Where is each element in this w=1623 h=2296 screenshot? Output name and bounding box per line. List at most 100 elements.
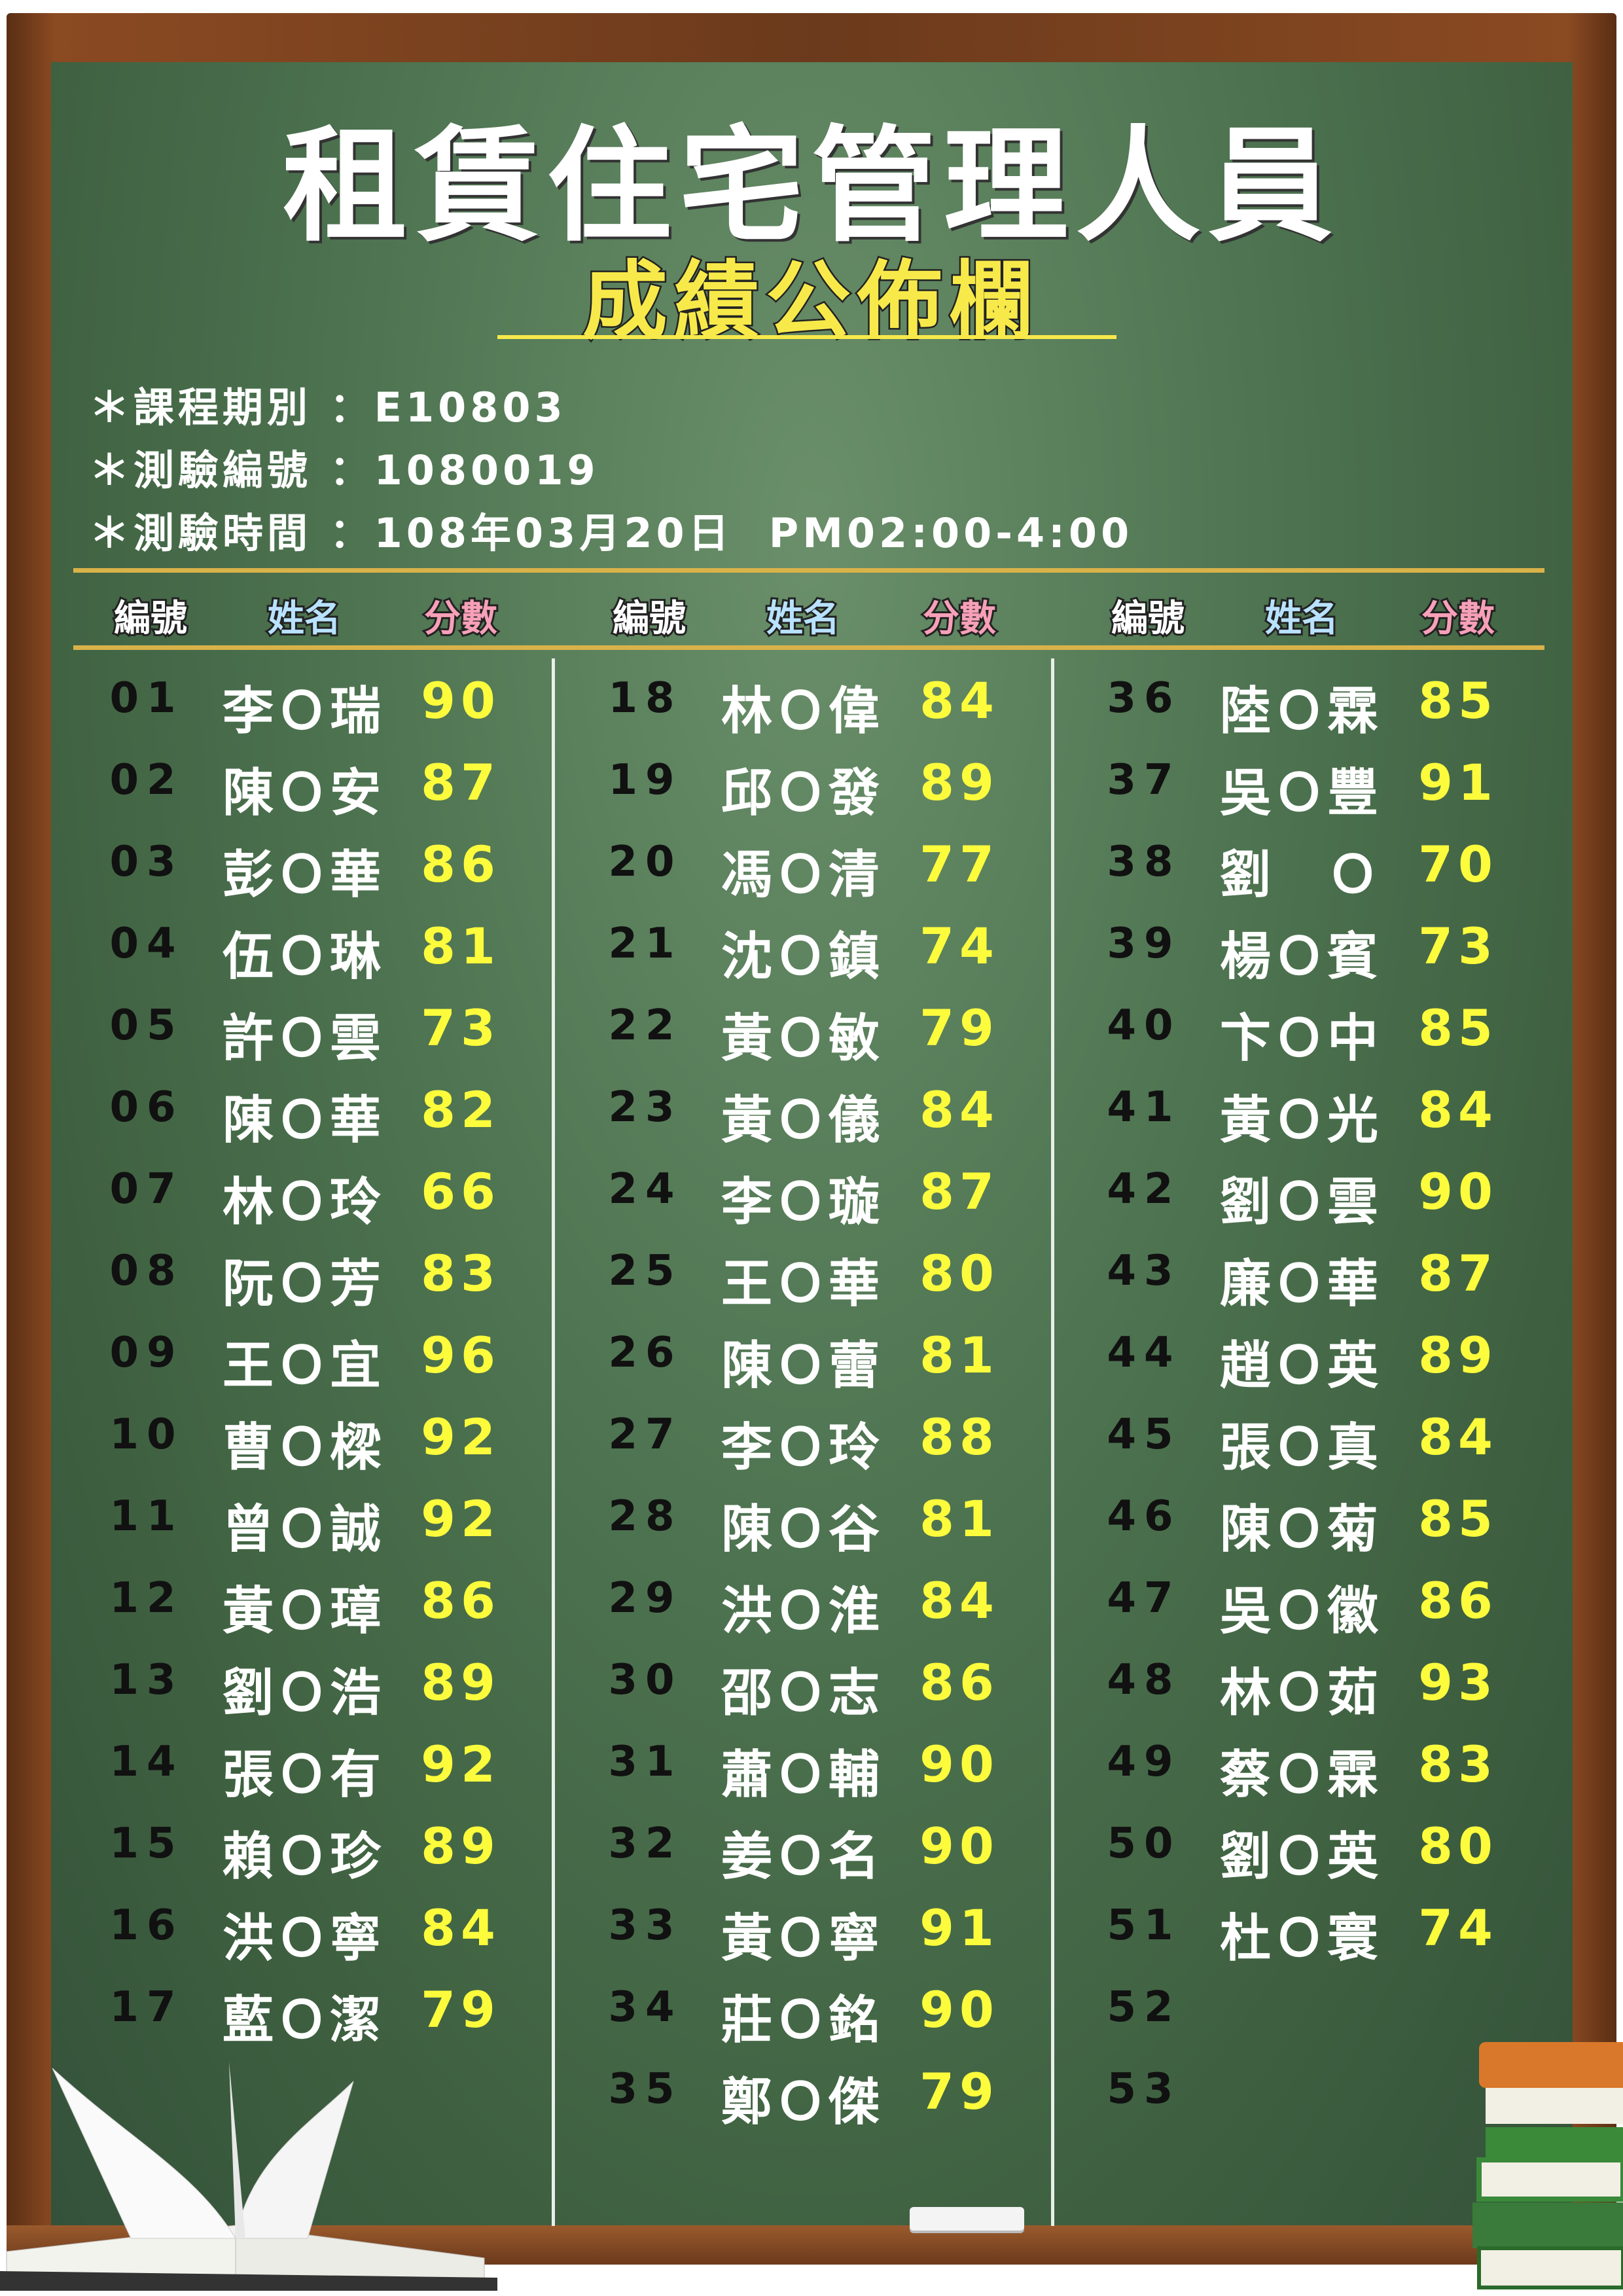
student-score: 66 bbox=[421, 1162, 501, 1221]
student-number: 04 bbox=[109, 920, 184, 968]
student-score: 84 bbox=[1418, 1408, 1498, 1466]
student-score: 89 bbox=[919, 753, 999, 812]
student-number: 33 bbox=[608, 1901, 683, 1950]
info-label: ＊測驗編號 bbox=[89, 446, 312, 494]
student-score: 86 bbox=[421, 835, 501, 893]
student-name: 邵Ｏ志 bbox=[721, 1663, 883, 1723]
student-score: 85 bbox=[1418, 672, 1498, 730]
header-name: 姓名 bbox=[738, 589, 868, 642]
student-number: 52 bbox=[1107, 1983, 1181, 2032]
student-number: 25 bbox=[608, 1247, 683, 1295]
student-score: 81 bbox=[919, 1326, 999, 1384]
student-name: 黃Ｏ寧 bbox=[721, 1909, 883, 1968]
header-label: 編號 bbox=[1109, 596, 1186, 642]
student-number: 26 bbox=[608, 1329, 683, 1377]
header-score: 分數 bbox=[1393, 589, 1524, 642]
student-number: 46 bbox=[1107, 1492, 1181, 1541]
student-score: 86 bbox=[919, 1653, 999, 1712]
student-score: 87 bbox=[421, 753, 501, 812]
student-name: 黃Ｏ光 bbox=[1220, 1090, 1382, 1150]
info-value: 108年03月20日 PM02:00-4:00 bbox=[374, 509, 1133, 557]
info-label: ＊課程期別 bbox=[89, 384, 312, 431]
student-score: 86 bbox=[1418, 1571, 1498, 1630]
student-score: 81 bbox=[421, 917, 501, 975]
student-name: 劉Ｏ雲 bbox=[1220, 1172, 1382, 1232]
student-score: 92 bbox=[421, 1408, 501, 1466]
student-number: 08 bbox=[109, 1247, 184, 1295]
header-score: 分數 bbox=[894, 589, 1025, 642]
stacked-books-icon bbox=[1472, 2042, 1623, 2289]
info-exam-time: ＊測驗時間 ：108年03月20日 PM02:00-4:00 bbox=[89, 500, 1133, 559]
student-number: 42 bbox=[1107, 1165, 1181, 1213]
student-name: 劉 Ｏ bbox=[1220, 845, 1382, 905]
student-number: 50 bbox=[1107, 1820, 1181, 1868]
student-name: 陳Ｏ谷 bbox=[721, 1499, 883, 1559]
student-score: 84 bbox=[919, 1571, 999, 1630]
info-separator: ： bbox=[329, 446, 374, 494]
chalkboard bbox=[51, 62, 1573, 2229]
student-name: 杜Ｏ寰 bbox=[1220, 1909, 1382, 1968]
header-top-rule bbox=[73, 568, 1544, 573]
student-score: 84 bbox=[421, 1899, 501, 1957]
student-score: 90 bbox=[1418, 1162, 1498, 1221]
student-name: 卞Ｏ中 bbox=[1220, 1009, 1382, 1068]
header-no: 編號 bbox=[1082, 589, 1213, 642]
student-score: 85 bbox=[1418, 999, 1498, 1057]
student-number: 06 bbox=[109, 1083, 184, 1132]
header-no: 編號 bbox=[584, 589, 715, 642]
student-number: 43 bbox=[1107, 1247, 1181, 1295]
student-number: 07 bbox=[109, 1165, 184, 1213]
student-number: 12 bbox=[109, 1574, 184, 1623]
header-no: 編號 bbox=[85, 589, 216, 642]
info-label: ＊測驗時間 bbox=[89, 509, 312, 557]
student-name: 陸Ｏ霖 bbox=[1220, 681, 1382, 741]
student-number: 22 bbox=[608, 1001, 683, 1050]
student-name: 吳Ｏ豐 bbox=[1220, 763, 1382, 823]
student-name: 王Ｏ華 bbox=[721, 1254, 883, 1314]
student-score: 73 bbox=[1418, 917, 1498, 975]
student-name: 洪Ｏ淮 bbox=[721, 1581, 883, 1641]
student-number: 40 bbox=[1107, 1001, 1181, 1050]
header-name: 姓名 bbox=[1236, 589, 1367, 642]
student-number: 10 bbox=[109, 1410, 184, 1459]
header-label: 分數 bbox=[1419, 596, 1497, 642]
student-number: 09 bbox=[109, 1329, 184, 1377]
student-name: 林Ｏ玲 bbox=[223, 1172, 384, 1232]
student-score: 91 bbox=[1418, 753, 1498, 812]
student-score: 88 bbox=[919, 1408, 999, 1466]
student-score: 73 bbox=[421, 999, 501, 1057]
student-name: 馮Ｏ清 bbox=[721, 845, 883, 905]
student-score: 84 bbox=[919, 672, 999, 730]
student-name: 張Ｏ有 bbox=[223, 1745, 384, 1804]
student-number: 47 bbox=[1107, 1574, 1181, 1623]
student-number: 29 bbox=[608, 1574, 683, 1623]
student-name: 陳Ｏ蕾 bbox=[721, 1336, 883, 1395]
student-number: 49 bbox=[1107, 1738, 1181, 1786]
student-name: 賴Ｏ珍 bbox=[223, 1827, 384, 1886]
student-name: 彭Ｏ華 bbox=[223, 845, 384, 905]
student-score: 79 bbox=[919, 2062, 999, 2121]
student-name: 伍Ｏ琳 bbox=[223, 927, 384, 986]
info-value: 1080019 bbox=[374, 446, 599, 494]
student-score: 85 bbox=[1418, 1490, 1498, 1548]
student-name: 陳Ｏ華 bbox=[223, 1090, 384, 1150]
student-score: 77 bbox=[919, 835, 999, 893]
student-name: 劉Ｏ英 bbox=[1220, 1827, 1382, 1886]
student-score: 83 bbox=[1418, 1735, 1498, 1793]
student-name: 李Ｏ瑞 bbox=[223, 681, 384, 741]
student-name: 楊Ｏ賓 bbox=[1220, 927, 1382, 986]
student-name: 曾Ｏ誠 bbox=[223, 1499, 384, 1559]
student-score: 79 bbox=[919, 999, 999, 1057]
page-title: 租賃住宅管理人員 bbox=[282, 114, 1340, 259]
student-name: 黃Ｏ敏 bbox=[721, 1009, 883, 1068]
student-number: 53 bbox=[1107, 2065, 1181, 2113]
info-exam-number: ＊測驗編號 ：1080019 bbox=[89, 437, 599, 496]
header-score: 分數 bbox=[395, 589, 526, 642]
student-score: 87 bbox=[919, 1162, 999, 1221]
student-score: 86 bbox=[421, 1571, 501, 1630]
student-name: 李Ｏ璇 bbox=[721, 1172, 883, 1232]
student-name: 藍Ｏ潔 bbox=[223, 1990, 384, 2050]
student-number: 44 bbox=[1107, 1329, 1181, 1377]
student-name: 林Ｏ偉 bbox=[721, 681, 883, 741]
student-number: 32 bbox=[608, 1820, 683, 1868]
